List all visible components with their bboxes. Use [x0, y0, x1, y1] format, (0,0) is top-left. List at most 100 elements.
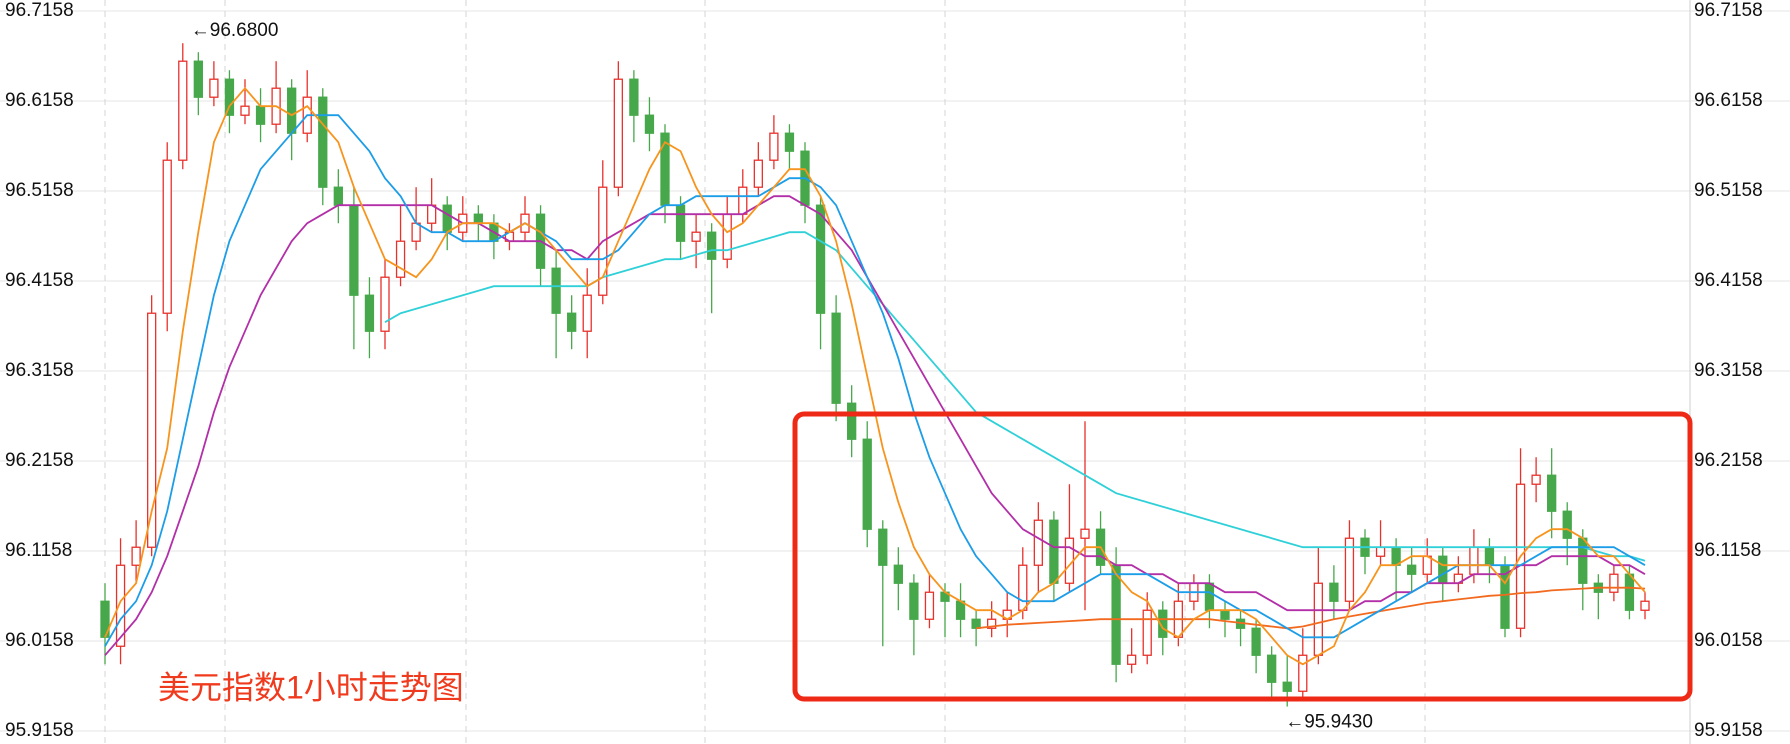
marks: [100, 43, 1650, 707]
candle-body: [722, 213, 732, 260]
highlight-box: [792, 411, 1693, 702]
candle-body: [551, 267, 561, 314]
candle-body: [738, 186, 748, 215]
candle-body: [1142, 609, 1152, 656]
candle-body: [831, 312, 841, 404]
candle-body: [178, 60, 188, 161]
candle-body: [380, 276, 390, 332]
low-annotation: ←95.9430: [1285, 712, 1373, 733]
candle-body: [162, 159, 172, 314]
candle-body: [1033, 519, 1043, 566]
y2-tick-label: 96.5158: [1694, 180, 1763, 201]
candle-body: [893, 564, 903, 584]
candle-body: [1220, 609, 1230, 620]
candle-body: [333, 186, 343, 206]
candle-body: [1251, 627, 1261, 656]
moving-average-line: [975, 586, 1646, 630]
chart-title: 美元指数1小时走势图: [158, 669, 464, 705]
y-tick-label: 96.7158: [5, 0, 74, 21]
candle-body: [1484, 546, 1495, 566]
y-tick-label: 96.0158: [5, 630, 74, 651]
candle-body: [1267, 654, 1277, 683]
y2-tick-label: 96.2158: [1694, 450, 1763, 471]
candle-body: [1282, 681, 1292, 692]
y2-tick-label: 96.0158: [1694, 630, 1763, 651]
y-tick-label: 96.2158: [5, 450, 74, 471]
high-annotation: ←96.6800: [191, 20, 279, 41]
candle-body: [287, 87, 297, 134]
y2-tick-label: 96.6158: [1694, 90, 1763, 111]
candle-body: [1422, 555, 1432, 575]
candle-body: [1407, 564, 1417, 575]
moving-average-line: [104, 195, 1646, 656]
candle-body: [924, 591, 935, 620]
candle-body: [971, 618, 981, 629]
candle-body: [691, 231, 701, 242]
candle-body: [224, 78, 235, 116]
candle-body: [847, 402, 857, 440]
candle-body: [707, 231, 717, 260]
candle-body: [411, 222, 421, 242]
y-tick-label: 96.3158: [5, 360, 74, 381]
y-tick-label: 96.1158: [5, 540, 72, 561]
candle-body: [878, 528, 888, 566]
candle-body: [1111, 564, 1121, 665]
candle-body: [644, 114, 655, 134]
candle-body: [1531, 474, 1541, 485]
candle-body: [1049, 519, 1059, 584]
candle-body: [675, 204, 686, 242]
candle-body: [1298, 654, 1308, 692]
y2-tick-label: 96.4158: [1694, 270, 1763, 291]
candle-body: [147, 312, 157, 548]
candle-body: [862, 438, 872, 530]
candle-body: [1313, 582, 1323, 656]
y-tick-label: 95.9158: [5, 720, 74, 741]
y2-tick-label: 96.1158: [1694, 540, 1761, 561]
candle-body: [582, 294, 592, 332]
candle-body: [1158, 609, 1168, 638]
candle-body: [769, 132, 779, 161]
candle-body: [987, 618, 997, 629]
y2-tick-label: 96.3158: [1694, 360, 1763, 381]
candle-body: [955, 600, 966, 620]
candle-body: [364, 294, 375, 332]
candle-body: [1018, 564, 1028, 611]
y-tick-label: 96.5158: [5, 180, 74, 201]
candle-body: [1438, 555, 1448, 584]
candle-body: [753, 159, 763, 188]
candle-body: [473, 213, 483, 224]
candle-body: [427, 204, 437, 224]
candle-body: [1624, 573, 1635, 611]
candle-body: [442, 204, 452, 233]
candle-body: [209, 78, 219, 98]
candle-body: [909, 582, 919, 620]
y2-tick-label: 96.7158: [1694, 0, 1763, 21]
candle-body: [815, 204, 826, 314]
candle-body: [131, 546, 141, 566]
candle-body: [1127, 654, 1137, 665]
candle-body: [613, 78, 623, 188]
candle-body: [1204, 582, 1215, 611]
candle-body: [1640, 600, 1650, 611]
candle-body: [395, 240, 406, 278]
candle-body: [318, 96, 328, 188]
candle-body: [240, 105, 250, 116]
candle-body: [1344, 537, 1355, 602]
candle-body: [255, 105, 266, 125]
candle-body: [349, 204, 359, 296]
candle-body: [1562, 510, 1572, 539]
grid: [0, 10, 1790, 732]
moving-average-line: [104, 114, 1646, 647]
candle-body: [1469, 546, 1479, 575]
candle-body: [629, 78, 639, 116]
candle-body: [1080, 528, 1090, 539]
candle-body: [1609, 573, 1619, 593]
y-tick-label: 96.6158: [5, 90, 74, 111]
y2-tick-label: 95.9158: [1694, 720, 1763, 741]
candle-body: [193, 60, 203, 98]
candle-body: [1329, 582, 1339, 602]
candle-body: [1578, 537, 1588, 584]
candle-body: [567, 312, 577, 332]
